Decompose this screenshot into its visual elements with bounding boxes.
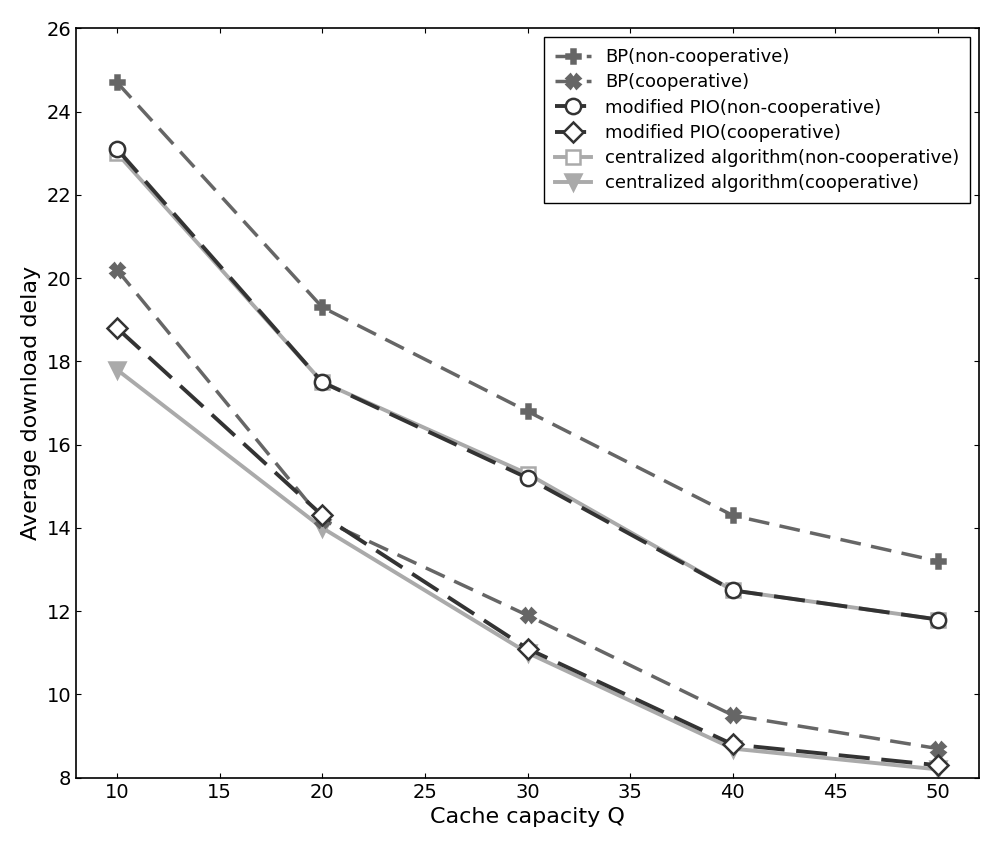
Line: modified PIO(non-cooperative): modified PIO(non-cooperative)	[109, 142, 946, 628]
BP(non-cooperative)	[111, 77, 123, 87]
modified PIO(cooperative)	[316, 510, 328, 521]
Legend: BP(non-cooperative), BP(cooperative), modified PIO(non-cooperative), modified PI: BP(non-cooperative), BP(cooperative), mo…	[544, 37, 970, 204]
centralized algorithm(non-cooperative)	[727, 585, 739, 595]
modified PIO(cooperative)	[932, 760, 944, 770]
centralized algorithm(cooperative)	[111, 365, 123, 375]
centralized algorithm(non-cooperative)	[522, 469, 534, 479]
BP(non-cooperative)	[316, 302, 328, 312]
modified PIO(cooperative)	[727, 739, 739, 750]
modified PIO(non-cooperative)	[727, 585, 739, 595]
centralized algorithm(non-cooperative)	[316, 377, 328, 388]
BP(non-cooperative)	[932, 556, 944, 566]
Y-axis label: Average download delay: Average download delay	[21, 266, 41, 540]
modified PIO(non-cooperative)	[316, 377, 328, 388]
BP(cooperative)	[316, 515, 328, 525]
BP(cooperative)	[727, 711, 739, 721]
Line: BP(cooperative): BP(cooperative)	[110, 263, 945, 756]
BP(non-cooperative)	[522, 406, 534, 416]
centralized algorithm(cooperative)	[316, 523, 328, 533]
Line: centralized algorithm(non-cooperative): centralized algorithm(non-cooperative)	[110, 147, 945, 627]
modified PIO(non-cooperative)	[522, 473, 534, 483]
centralized algorithm(cooperative)	[932, 764, 944, 774]
Line: BP(non-cooperative): BP(non-cooperative)	[110, 75, 945, 568]
modified PIO(non-cooperative)	[932, 615, 944, 625]
modified PIO(cooperative)	[111, 323, 123, 333]
BP(cooperative)	[111, 265, 123, 275]
centralized algorithm(non-cooperative)	[111, 148, 123, 159]
BP(cooperative)	[522, 611, 534, 621]
Line: centralized algorithm(cooperative): centralized algorithm(cooperative)	[109, 362, 946, 777]
modified PIO(cooperative)	[522, 644, 534, 654]
BP(cooperative)	[932, 744, 944, 754]
BP(non-cooperative)	[727, 510, 739, 521]
centralized algorithm(cooperative)	[522, 648, 534, 658]
centralized algorithm(non-cooperative)	[932, 615, 944, 625]
Line: modified PIO(cooperative): modified PIO(cooperative)	[110, 321, 945, 773]
modified PIO(non-cooperative)	[111, 144, 123, 154]
X-axis label: Cache capacity Q: Cache capacity Q	[430, 807, 625, 827]
centralized algorithm(cooperative)	[727, 744, 739, 754]
